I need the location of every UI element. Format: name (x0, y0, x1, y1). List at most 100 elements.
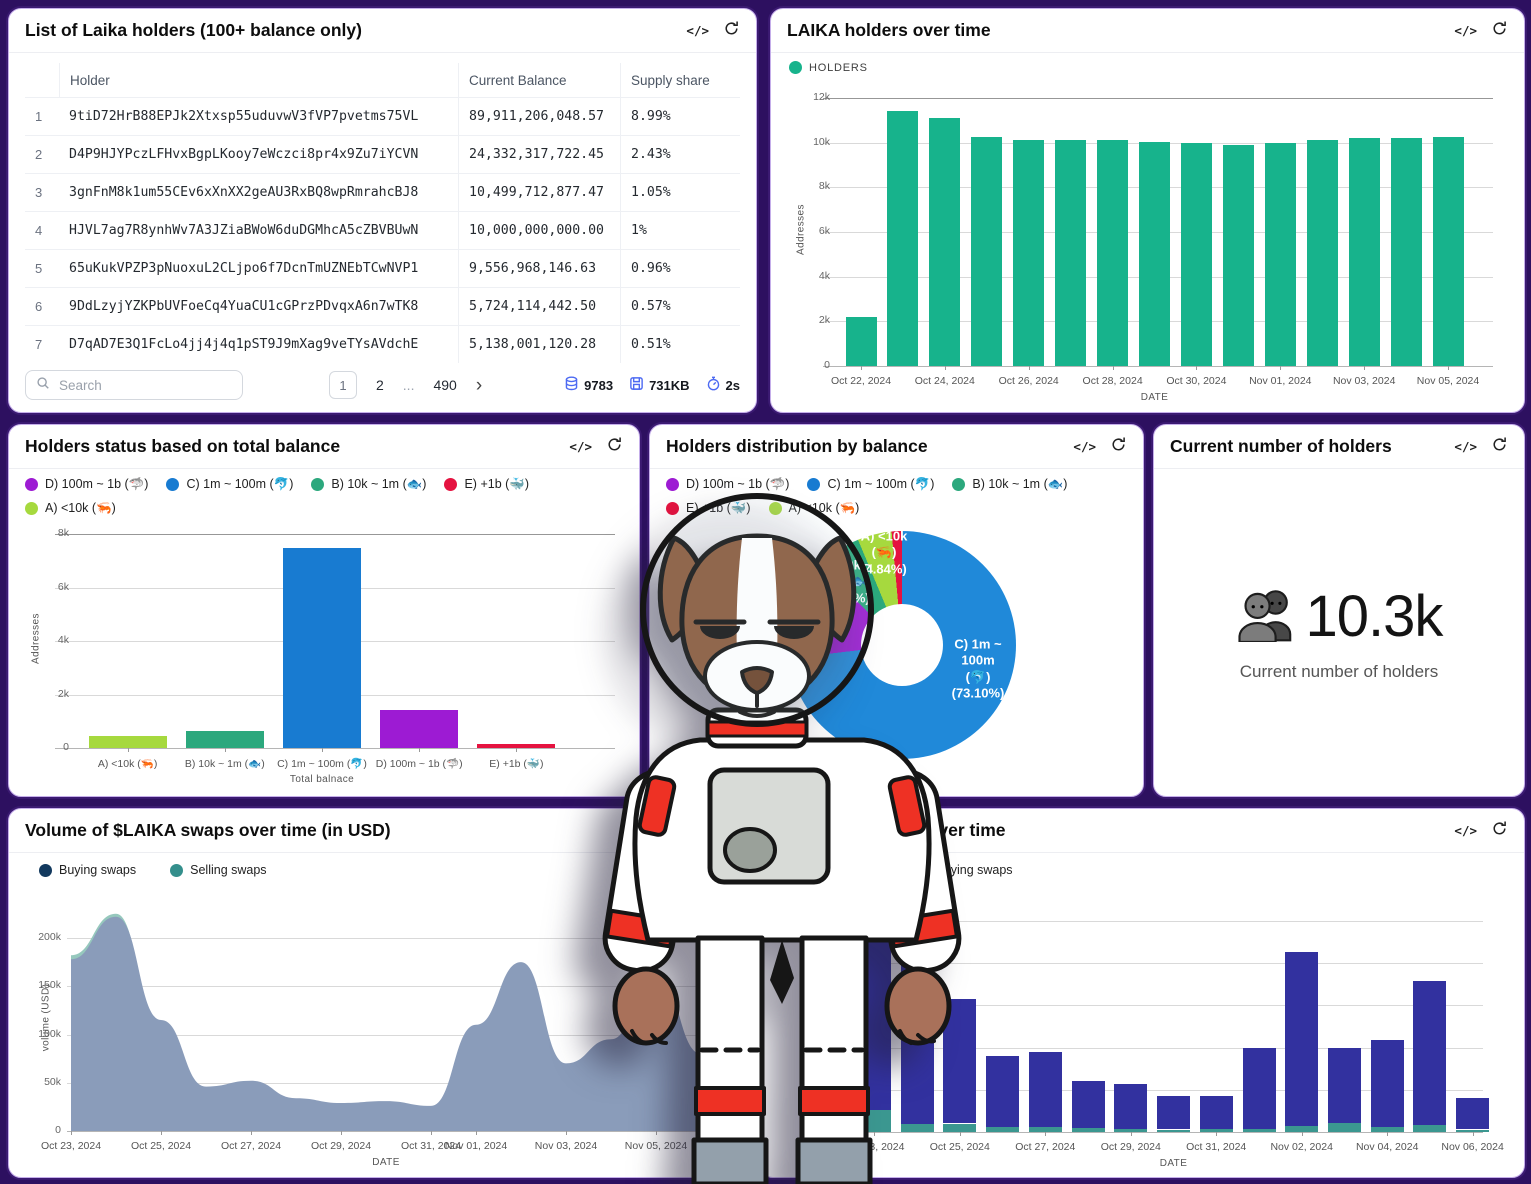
x-axis-label: DATE (1159, 1158, 1188, 1169)
table-cell: 1 (35, 109, 43, 124)
x-tick-label: A) <10k (🦐) (97, 758, 158, 770)
table-cell: 5,138,001,120.28 (458, 326, 620, 363)
table-cell: 0.51% (620, 326, 740, 363)
x-tick-label: E) +1b (🐳) (489, 758, 544, 770)
y-axis-label: Addresses (30, 613, 42, 664)
refresh-icon[interactable] (723, 20, 740, 42)
bar-buying (1114, 1083, 1148, 1129)
code-icon[interactable]: </> (1454, 23, 1477, 38)
gridline (847, 963, 1483, 965)
x-tick (959, 1132, 961, 1136)
legend-item: Selling swaps (170, 863, 267, 877)
bar (477, 744, 556, 748)
table-cell: 3gnFnM8k1um55CEv6xXnXX2geAU3RxBQ8wpRmrah… (69, 185, 419, 200)
holders-count-label: Current number of holders (1239, 662, 1439, 681)
legend-dot (789, 61, 802, 74)
code-icon[interactable]: </> (686, 23, 709, 38)
x-tick (71, 1131, 72, 1135)
x-tick-label: Oct 26, 2024 (998, 375, 1059, 387)
refresh-icon[interactable] (1491, 436, 1508, 458)
x-tick (224, 748, 226, 752)
table-cell: 65uKukVPZP3pNuoxuL2CLjpo6f7DcnTmUZNEbTCw… (69, 261, 419, 276)
x-tick-label: Nov 03, 2024 (1332, 375, 1396, 387)
database-icon (564, 376, 579, 394)
holders-count: 10.3k Current number of holders (1154, 469, 1524, 796)
x-tick-label: Nov 01, 2024 (1249, 375, 1312, 387)
x-tick (1216, 1132, 1218, 1136)
table-cell: 2 (35, 147, 43, 162)
bar (887, 111, 919, 366)
x-tick (861, 366, 862, 370)
bar (185, 730, 264, 748)
x-tick (322, 748, 323, 752)
x-tick-label: Nov 02, 2024 (1270, 1141, 1333, 1153)
table-row: 2 D4P9HJYPczLFHvxBgpLKooy7eWczci8pr4x9Zu7… (25, 135, 740, 173)
bar-selling (1114, 1128, 1148, 1132)
refresh-icon[interactable] (1110, 436, 1127, 458)
y-tick-label: 6k (818, 225, 830, 237)
bar-buying (1071, 1080, 1105, 1128)
y-tick-label: 8k (57, 527, 69, 539)
bar-selling (1028, 1126, 1062, 1132)
y-tick-label: 150k (38, 979, 61, 992)
gridline (847, 1005, 1483, 1007)
refresh-icon[interactable] (606, 436, 623, 458)
bar (380, 710, 459, 748)
x-tick (1028, 366, 1030, 370)
page-ellipsis: ... (402, 377, 415, 393)
page-current[interactable]: 1 (329, 371, 357, 399)
bar (1097, 140, 1129, 366)
table-row: 5 65uKukVPZP3pNuoxuL2CLjpo6f7DcnTmUZNEbTC… (25, 249, 740, 287)
bar-selling (1456, 1129, 1490, 1132)
gridline (847, 1089, 1483, 1091)
table-row: 7 D7qAD7E3Q1FcLo4jj4j4q1pST9J9mXag9veTYsA… (25, 325, 740, 363)
code-icon[interactable]: </> (569, 439, 592, 454)
y-tick-label: 2k (818, 314, 830, 327)
y-tick-label: 4k (57, 634, 69, 646)
bar (1139, 141, 1170, 366)
x-tick-label: Oct 30, 2024 (1166, 375, 1227, 387)
legend-label: D) 100m ~ 1b (🦈) (686, 477, 790, 491)
page-title: List of Laika holders (100+ balance only… (25, 20, 362, 40)
donut-hole (861, 604, 943, 686)
slice-label: A) <10k (🦐) (4.84%) (860, 528, 908, 577)
y-tick-label: 10k (813, 135, 830, 148)
code-icon[interactable]: </> (1073, 439, 1096, 454)
bar-buying (1285, 951, 1319, 1127)
next-page-button[interactable]: › (475, 374, 483, 396)
x-tick-label: Oct 23, 2024 (40, 1140, 102, 1152)
search-input[interactable] (57, 376, 232, 394)
bar-buying (1199, 1096, 1233, 1129)
x-tick-label: Oct 25, 2024 (929, 1141, 990, 1153)
table-cell: 4 (35, 223, 43, 238)
table-cell: 7 (35, 337, 43, 352)
chart-title: Holders status based on total balance (25, 436, 341, 456)
refresh-icon[interactable] (1491, 20, 1508, 42)
legend-label: B) 10k ~ 1m (🐟) (331, 477, 427, 491)
page-last[interactable]: 490 (433, 377, 457, 393)
table-cell: 6 (35, 299, 43, 314)
bar-buying (1242, 1047, 1276, 1129)
refresh-icon[interactable] (1491, 820, 1508, 842)
gridline (55, 748, 615, 749)
panel-current-holders: Current number of holders </> 10.3k Curr… (1153, 424, 1525, 797)
legend-label: D) 100m ~ 1b (🦈) (45, 477, 149, 491)
y-tick-label: 0 (824, 359, 830, 371)
code-icon[interactable]: </> (1454, 439, 1477, 454)
legend-label: A) <10k (🦐) (45, 501, 116, 515)
chart-title: LAIKA holders over time (787, 20, 991, 40)
chart-legend: D) 100m ~ 1b (🦈) C) 1m ~ 100m (🐬) B) 10k ~… (25, 477, 623, 516)
table-cell: 2.43% (620, 136, 740, 173)
y-tick-label: 2k (57, 687, 69, 700)
storage-icon (629, 376, 644, 394)
x-tick (161, 1131, 162, 1135)
x-tick-label: Oct 31, 2024 (1186, 1141, 1247, 1153)
bar-buying (986, 1055, 1020, 1127)
table-cell: 5,724,114,442.50 (458, 288, 620, 325)
search-box[interactable] (25, 370, 243, 400)
page-2[interactable]: 2 (376, 377, 384, 393)
bar (1264, 142, 1296, 366)
code-icon[interactable]: </> (1454, 823, 1477, 838)
table-row: 6 9DdLzyjYZKPbUVFoeCq4YuaCU1cGPrzPDvqxA6n… (25, 287, 740, 325)
bar (1306, 140, 1338, 366)
